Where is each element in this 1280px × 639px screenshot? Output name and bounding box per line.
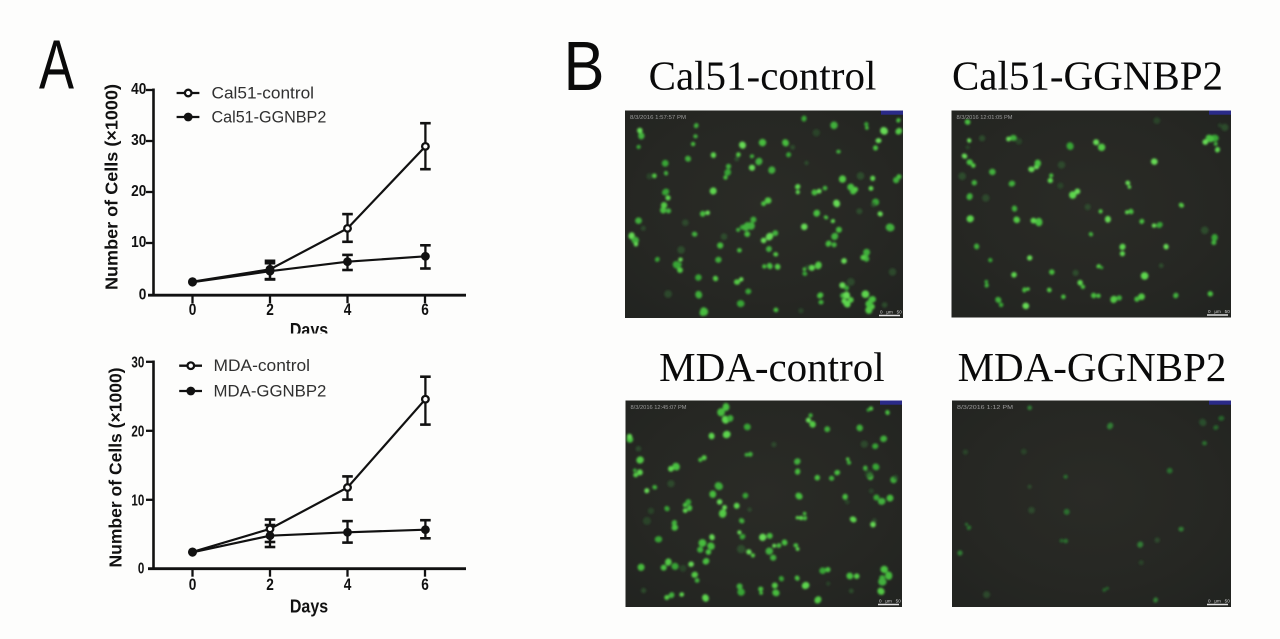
svg-text:8/3/2016 12:45:07 PM: 8/3/2016 12:45:07 PM	[631, 405, 687, 411]
svg-text:0 μm 50: 0 μm 50	[1208, 599, 1230, 604]
svg-text:Cal51-control: Cal51-control	[649, 53, 877, 99]
svg-text:Cal51-control: Cal51-control	[212, 84, 315, 102]
svg-text:Number of Cells (×1000): Number of Cells (×1000)	[102, 84, 122, 290]
svg-text:0: 0	[138, 561, 145, 578]
svg-text:Number of Cells (×1000): Number of Cells (×1000)	[106, 368, 126, 568]
svg-text:2: 2	[266, 575, 274, 594]
svg-text:6: 6	[421, 300, 429, 319]
svg-text:20: 20	[131, 424, 144, 441]
svg-text:6: 6	[421, 575, 429, 594]
svg-text:MDA-GGNBP2: MDA-GGNBP2	[214, 382, 327, 400]
svg-text:30: 30	[131, 132, 146, 149]
svg-text:0 μm 50: 0 μm 50	[879, 599, 901, 604]
svg-text:4: 4	[344, 575, 352, 594]
svg-text:0: 0	[189, 300, 197, 319]
svg-text:Cal51-GGNBP2: Cal51-GGNBP2	[952, 53, 1223, 99]
svg-text:8/3/2016 12:01:05 PM: 8/3/2016 12:01:05 PM	[957, 115, 1013, 121]
svg-text:MDA-control: MDA-control	[659, 344, 884, 390]
svg-text:2: 2	[266, 300, 274, 319]
svg-text:0: 0	[139, 287, 147, 304]
svg-text:8/3/2016 1:12 PM: 8/3/2016 1:12 PM	[957, 405, 1013, 411]
svg-text:Days: Days	[290, 319, 328, 340]
svg-text:20: 20	[131, 183, 146, 200]
svg-text:MDA-control: MDA-control	[214, 357, 311, 375]
svg-text:0: 0	[189, 575, 197, 594]
svg-text:30: 30	[131, 355, 144, 372]
svg-text:8/3/2016 1:57:57 PM: 8/3/2016 1:57:57 PM	[630, 115, 686, 121]
svg-text:10: 10	[131, 493, 144, 510]
svg-text:B: B	[564, 27, 605, 105]
svg-text:4: 4	[344, 300, 352, 319]
svg-text:0 μm 50: 0 μm 50	[1208, 309, 1230, 314]
svg-text:40: 40	[131, 81, 146, 98]
svg-text:MDA-GGNBP2: MDA-GGNBP2	[958, 344, 1227, 390]
svg-text:Days: Days	[290, 595, 328, 616]
svg-text:A: A	[39, 26, 74, 104]
svg-text:0 μm 50: 0 μm 50	[880, 310, 902, 315]
svg-text:Cal51-GGNBP2: Cal51-GGNBP2	[212, 108, 327, 126]
svg-text:10: 10	[131, 234, 146, 251]
